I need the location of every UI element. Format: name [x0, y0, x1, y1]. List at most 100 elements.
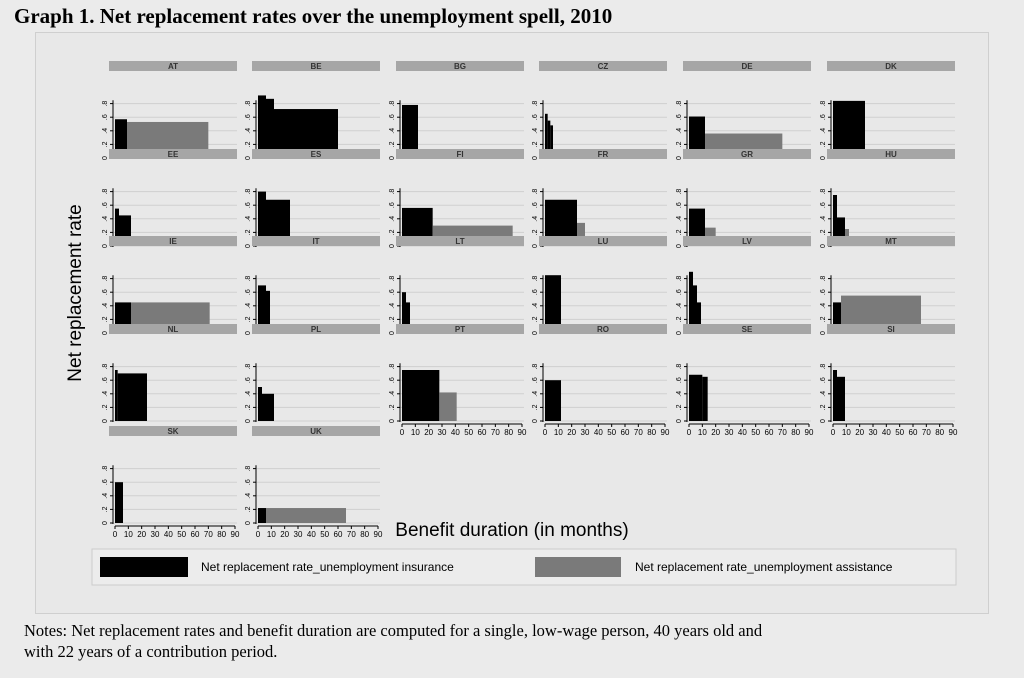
x-tick-label: 70 — [922, 428, 931, 437]
y-tick-label: .6 — [102, 289, 109, 295]
x-tick-label: 30 — [869, 428, 878, 437]
y-tick-label: .6 — [676, 114, 683, 120]
y-tick-label: 0 — [245, 156, 252, 160]
y-tick-label: .6 — [245, 202, 252, 208]
x-tick-label: 40 — [882, 428, 891, 437]
y-tick-label: .4 — [245, 493, 252, 499]
bar-insurance-be — [258, 95, 266, 158]
y-tick-label: .2 — [532, 141, 539, 147]
bar-insurance-es — [258, 191, 266, 246]
x-tick-label: 60 — [621, 428, 630, 437]
y-tick-label: .2 — [820, 404, 827, 410]
y-tick-label: .8 — [532, 364, 539, 370]
y-tick-label: .2 — [245, 229, 252, 235]
panel-label-it: IT — [312, 237, 319, 246]
bar-insurance-si — [837, 376, 845, 421]
y-tick-label: .2 — [389, 404, 396, 410]
bar-insurance-sk — [115, 482, 123, 523]
y-tick-label: .2 — [676, 229, 683, 235]
x-tick-label: 80 — [504, 428, 513, 437]
panel-label-lt: LT — [455, 237, 464, 246]
y-tick-label: .4 — [676, 391, 683, 397]
bar-insurance-it — [258, 285, 266, 333]
x-tick-label: 50 — [751, 428, 760, 437]
panel-strip-ie — [109, 236, 237, 246]
x-tick-label: 0 — [687, 428, 692, 437]
bar-insurance-lv — [689, 271, 693, 333]
chart-frame: AT 0 .2 .4 .6 .8 BE 0 .2 .4 .6 .8 BG 0 .2 .4 .6 .8 CZ 0 .2 .4… — [35, 32, 989, 614]
y-tick-label: 0 — [245, 331, 252, 335]
y-tick-label: .2 — [102, 404, 109, 410]
panel-label-mt: MT — [885, 237, 897, 246]
y-tick-label: .8 — [102, 466, 109, 472]
y-tick-label: .6 — [820, 114, 827, 120]
y-tick-label: 0 — [676, 244, 683, 248]
bar-insurance-lt — [402, 292, 406, 333]
x-tick-label: 40 — [164, 530, 173, 539]
panel-strip-pl — [252, 324, 380, 334]
y-tick-label: 0 — [676, 331, 683, 335]
x-tick-label: 90 — [949, 428, 958, 437]
x-tick-label: 10 — [124, 530, 133, 539]
x-tick-label: 60 — [765, 428, 774, 437]
x-tick-label: 30 — [294, 530, 303, 539]
y-tick-label: .8 — [245, 364, 252, 370]
y-tick-label: .2 — [389, 316, 396, 322]
bar-assistance-fr — [577, 222, 585, 246]
x-tick-label: 40 — [594, 428, 603, 437]
bar-insurance-lv — [693, 285, 697, 333]
y-tick-label: 0 — [532, 331, 539, 335]
y-tick-label: .4 — [676, 216, 683, 222]
x-tick-label: 30 — [725, 428, 734, 437]
panel-label-uk: UK — [310, 427, 322, 436]
x-tick-label: 80 — [217, 530, 226, 539]
y-tick-label: .2 — [676, 141, 683, 147]
y-tick-label: .6 — [676, 377, 683, 383]
y-tick-label: .6 — [820, 202, 827, 208]
legend-label-assistance: Net replacement rate_unemployment assist… — [635, 560, 893, 574]
panel-strip-es — [252, 149, 380, 159]
panel-strip-bg — [396, 61, 524, 71]
y-tick-label: .4 — [245, 216, 252, 222]
y-tick-label: .8 — [245, 101, 252, 107]
x-tick-label: 70 — [204, 530, 213, 539]
y-tick-label: 0 — [245, 419, 252, 423]
y-tick-label: .8 — [532, 276, 539, 282]
x-tick-label: 10 — [411, 428, 420, 437]
bar-insurance-lt — [406, 302, 410, 333]
x-tick-label: 70 — [491, 428, 500, 437]
y-tick-label: .6 — [245, 289, 252, 295]
panel-label-gr: GR — [741, 150, 753, 159]
y-tick-label: .6 — [532, 114, 539, 120]
y-tick-label: 0 — [820, 156, 827, 160]
y-tick-label: 0 — [820, 419, 827, 423]
y-tick-label: .2 — [389, 141, 396, 147]
panel-strip-fi — [396, 149, 524, 159]
y-axis-title: Net replacement rate — [65, 204, 86, 381]
y-tick-label: .4 — [102, 216, 109, 222]
x-tick-label: 20 — [567, 428, 576, 437]
page-title: Graph 1. Net replacement rates over the … — [14, 4, 613, 28]
y-tick-label: .4 — [820, 391, 827, 397]
x-tick-label: 20 — [280, 530, 289, 539]
panel-strip-ee — [109, 149, 237, 159]
y-tick-label: 0 — [245, 244, 252, 248]
panel-label-pl: PL — [311, 325, 321, 334]
y-tick-label: .2 — [532, 316, 539, 322]
panel-strip-fr — [539, 149, 667, 159]
y-tick-label: 0 — [532, 419, 539, 423]
y-tick-label: 0 — [532, 156, 539, 160]
y-tick-label: .6 — [820, 377, 827, 383]
y-tick-label: .4 — [676, 128, 683, 134]
y-tick-label: .2 — [820, 316, 827, 322]
y-tick-label: .6 — [389, 114, 396, 120]
bar-insurance-lv — [697, 302, 701, 333]
y-tick-label: 0 — [102, 419, 109, 423]
y-tick-label: .2 — [245, 506, 252, 512]
bar-insurance-pl — [258, 387, 262, 421]
y-tick-label: .6 — [676, 202, 683, 208]
panel-label-si: SI — [887, 325, 895, 334]
y-tick-label: .2 — [820, 229, 827, 235]
panel-label-ie: IE — [169, 237, 177, 246]
panel-label-ee: EE — [168, 150, 179, 159]
